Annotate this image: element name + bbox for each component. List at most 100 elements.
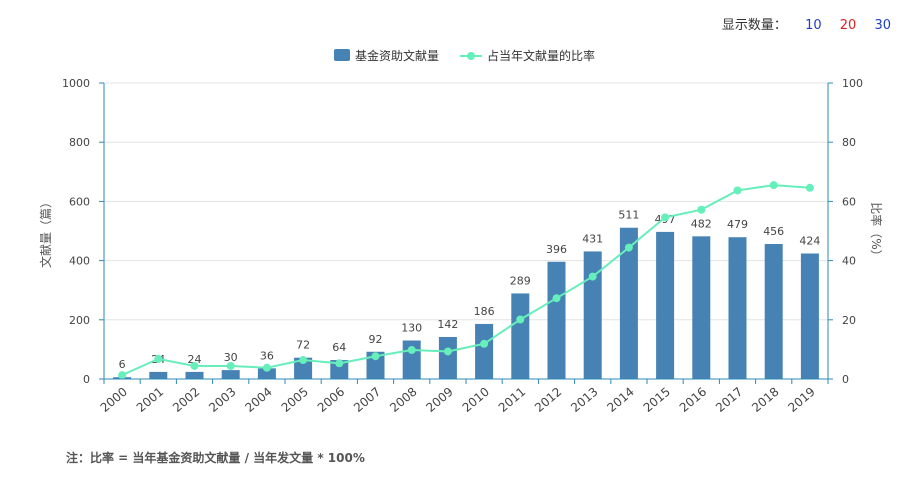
y-tick-label: 0	[83, 373, 90, 386]
x-tick-label: 2003	[206, 385, 238, 415]
x-tick-label: 2006	[315, 385, 347, 415]
ratio-point-2015[interactable]	[661, 213, 670, 222]
x-tick-label: 2016	[677, 385, 709, 415]
y-tick-label: 200	[69, 314, 90, 327]
bar-value-label: 130	[401, 322, 422, 335]
bar-value-label: 64	[332, 341, 346, 354]
bar-value-label: 92	[369, 333, 383, 346]
display-count-option-30[interactable]: 30	[874, 18, 891, 33]
bar-value-label: 424	[799, 234, 820, 247]
x-tick-label: 2011	[496, 385, 528, 415]
y-axis-title: 文献量（篇）	[38, 196, 53, 268]
x-tick-label: 2015	[641, 385, 673, 415]
ratio-point-2011[interactable]	[516, 315, 525, 324]
display-count-option-10[interactable]: 10	[805, 18, 822, 33]
legend-bar-label[interactable]: 基金资助文献量	[355, 48, 439, 63]
ratio-point-2000[interactable]	[118, 371, 127, 380]
bar-2006[interactable]	[330, 360, 349, 379]
bar-2012[interactable]	[547, 261, 566, 379]
chart-legend: 基金资助文献量 占当年文献量的比率	[334, 48, 595, 63]
y2-tick-label: 60	[842, 195, 856, 208]
bar-value-label: 396	[546, 243, 567, 256]
ratio-line-series	[118, 181, 814, 380]
bar-2003[interactable]	[221, 370, 240, 379]
grid-lines	[104, 82, 828, 380]
x-tick-label: 2010	[460, 385, 492, 415]
ratio-point-2013[interactable]	[588, 272, 597, 281]
bar-2002[interactable]	[185, 371, 204, 379]
x-tick-label: 2007	[351, 385, 383, 415]
x-tick-label: 2005	[279, 385, 311, 415]
x-tick-label: 2012	[532, 385, 564, 415]
bar-2014[interactable]	[619, 227, 638, 379]
bar-value-label: 186	[474, 305, 495, 318]
y-tick-label: 400	[69, 255, 90, 268]
x-tick-label: 2019	[785, 385, 817, 415]
legend-bar-swatch[interactable]	[334, 49, 350, 61]
ratio-point-2016[interactable]	[697, 205, 706, 214]
ratio-point-2008[interactable]	[407, 345, 416, 354]
ratio-point-2005[interactable]	[299, 356, 308, 365]
ratio-point-2007[interactable]	[371, 352, 380, 361]
ratio-point-2012[interactable]	[552, 294, 561, 303]
ratio-line	[121, 184, 810, 377]
y-tick-label: 1000	[62, 77, 90, 90]
display-count-label: 显示数量：	[721, 18, 787, 33]
bar-2004[interactable]	[257, 368, 276, 379]
y-tick-label: 600	[69, 195, 90, 208]
bar-data-labels: 6242430367264921301421862893964315114974…	[119, 209, 821, 371]
footnote: 注：比率 = 当年基金资助文献量 / 当年发文量 * 100%	[66, 451, 365, 465]
x-tick-label: 2002	[170, 385, 202, 415]
bar-2017[interactable]	[728, 237, 747, 379]
y2-tick-label: 0	[842, 373, 849, 386]
bar-value-label: 142	[437, 318, 458, 331]
bar-value-label: 36	[260, 349, 274, 362]
display-count-option-20[interactable]: 20	[839, 18, 857, 33]
x-tick-label: 2013	[568, 385, 600, 415]
ratio-point-2001[interactable]	[154, 354, 163, 363]
y2-tick-label: 20	[842, 314, 856, 327]
ratio-point-2010[interactable]	[480, 339, 489, 348]
bar-value-label: 289	[510, 274, 531, 287]
display-count-control: 显示数量： 10 20 30	[722, 14, 891, 33]
ratio-point-2018[interactable]	[769, 181, 778, 190]
bar-2019[interactable]	[800, 253, 819, 379]
bar-2010[interactable]	[475, 323, 494, 379]
y2-tick-label: 80	[842, 136, 856, 149]
y2-axis-title: 比率（%）	[869, 202, 884, 261]
bar-2018[interactable]	[764, 244, 783, 379]
bar-2016[interactable]	[692, 236, 711, 379]
bar-value-label: 72	[296, 339, 310, 352]
x-tick-label: 2001	[134, 385, 166, 415]
bar-value-label: 30	[224, 351, 238, 364]
bar-value-label: 511	[618, 209, 639, 222]
bar-2011[interactable]	[511, 293, 530, 379]
ratio-point-2006[interactable]	[335, 359, 344, 368]
bar-2009[interactable]	[438, 336, 457, 379]
ratio-point-2002[interactable]	[190, 361, 199, 370]
bar-value-label: 24	[188, 353, 202, 366]
x-tick-label: 2000	[98, 385, 130, 415]
ratio-point-2003[interactable]	[226, 361, 235, 370]
bar-value-label: 431	[582, 232, 603, 245]
ratio-point-2004[interactable]	[262, 363, 271, 372]
x-tick-label: 2017	[713, 385, 745, 415]
legend-line-label[interactable]: 占当年文献量的比率	[487, 48, 595, 63]
bar-2001[interactable]	[149, 371, 168, 379]
bar-2007[interactable]	[366, 351, 385, 379]
legend-line-marker[interactable]	[467, 52, 475, 60]
x-tick-label: 2009	[423, 385, 455, 415]
bar-series	[113, 227, 819, 379]
x-tick-label: 2008	[387, 385, 419, 415]
ratio-point-2014[interactable]	[624, 243, 633, 252]
bar-2005[interactable]	[294, 357, 313, 379]
ratio-point-2009[interactable]	[443, 347, 452, 356]
ratio-point-2019[interactable]	[805, 183, 814, 192]
bar-value-label: 479	[727, 218, 748, 231]
bar-value-label: 6	[119, 358, 126, 371]
ratio-point-2017[interactable]	[733, 186, 742, 195]
y2-tick-label: 40	[842, 255, 856, 268]
bar-2015[interactable]	[656, 231, 675, 379]
bar-2013[interactable]	[583, 251, 602, 379]
